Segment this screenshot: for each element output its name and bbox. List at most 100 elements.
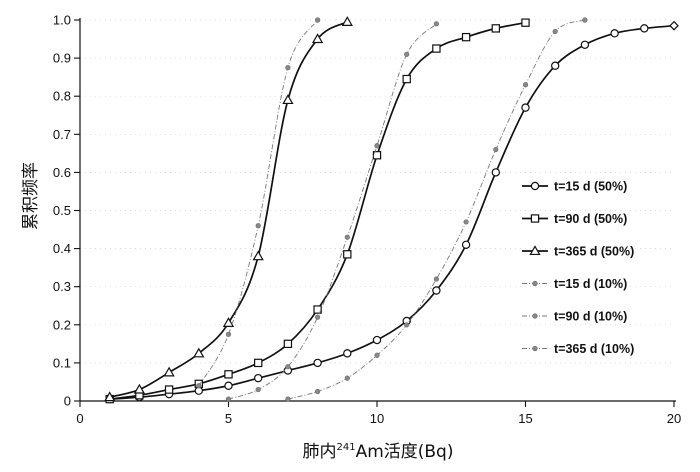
data-point bbox=[313, 358, 322, 368]
data-point bbox=[224, 381, 233, 390]
data-point bbox=[491, 24, 501, 33]
data-point bbox=[374, 143, 380, 149]
series-1 bbox=[105, 20, 679, 404]
x-tick-label: 0 bbox=[76, 411, 83, 426]
series-line bbox=[109, 21, 348, 399]
series-line bbox=[228, 23, 437, 400]
data-point bbox=[463, 219, 469, 225]
data-point bbox=[433, 276, 440, 282]
legend-label: t=365 d (50%) bbox=[554, 245, 634, 259]
y-tick-label: 0.8 bbox=[53, 89, 71, 104]
data-point bbox=[582, 17, 588, 23]
grid bbox=[80, 19, 674, 364]
data-point bbox=[104, 391, 116, 402]
data-point bbox=[372, 335, 382, 345]
data-point bbox=[522, 82, 529, 88]
data-point bbox=[164, 385, 174, 394]
data-point bbox=[610, 29, 619, 38]
x-axis-label-prefix: 肺内 bbox=[302, 442, 336, 462]
y-tick-label: 1.0 bbox=[53, 13, 71, 28]
data-point bbox=[374, 352, 380, 358]
data-point bbox=[255, 386, 261, 393]
data-point bbox=[344, 375, 350, 381]
data-point bbox=[461, 240, 471, 249]
y-tick-label: 0 bbox=[64, 394, 71, 409]
x-axis-label-superscript: 241 bbox=[336, 442, 355, 453]
data-point bbox=[254, 373, 263, 383]
legend-entry-1: t=15 d (50%) bbox=[522, 180, 627, 194]
y-tick-label: 0.5 bbox=[53, 203, 71, 218]
data-point bbox=[285, 65, 291, 71]
data-point bbox=[404, 51, 410, 57]
series-3 bbox=[104, 16, 353, 402]
data-point bbox=[432, 286, 441, 295]
data-point bbox=[315, 17, 321, 23]
data-point bbox=[521, 103, 530, 112]
legend-marker bbox=[529, 245, 541, 256]
data-point bbox=[461, 32, 471, 42]
x-axis-label: 肺内241Am活度(Bq) bbox=[302, 442, 453, 462]
data-point bbox=[552, 28, 558, 35]
data-point bbox=[402, 74, 411, 84]
x-tick-label: 15 bbox=[518, 411, 532, 426]
legend-entry-5: t=90 d (10%) bbox=[522, 310, 627, 324]
y-tick-label: 0.6 bbox=[53, 165, 71, 180]
data-point bbox=[669, 20, 679, 31]
series-line bbox=[287, 19, 586, 400]
data-point bbox=[521, 18, 530, 27]
data-point bbox=[372, 151, 382, 160]
data-point bbox=[285, 364, 291, 370]
data-point bbox=[225, 331, 232, 337]
y-tick-label: 0.9 bbox=[53, 51, 71, 66]
y-tick-label: 0.2 bbox=[53, 317, 71, 332]
data-point bbox=[163, 366, 175, 377]
legend-label: t=15 d (50%) bbox=[554, 180, 627, 194]
series-2 bbox=[105, 18, 530, 404]
legend-marker bbox=[532, 345, 538, 352]
data-point bbox=[580, 40, 590, 49]
data-point bbox=[225, 396, 232, 402]
y-axis-label: 累积频率 bbox=[21, 162, 41, 230]
legend-entry-4: t=15 d (10%) bbox=[522, 277, 627, 291]
data-point bbox=[315, 314, 321, 320]
data-point bbox=[193, 347, 205, 358]
data-point bbox=[493, 146, 499, 153]
series-layer bbox=[104, 16, 679, 404]
legend-marker bbox=[532, 280, 538, 287]
data-point bbox=[432, 44, 441, 53]
legend-marker bbox=[530, 181, 540, 191]
data-point bbox=[222, 317, 235, 327]
legend-marker bbox=[530, 214, 540, 223]
data-point bbox=[282, 94, 294, 105]
y-tick-label: 0.7 bbox=[53, 127, 71, 142]
legend: t=15 d (50%) t=90 d (50%) t=365 d (50%) t=1… bbox=[522, 180, 634, 356]
data-point bbox=[343, 250, 352, 259]
data-point bbox=[640, 24, 649, 33]
legend-label: t=90 d (10%) bbox=[554, 310, 627, 324]
legend-marker bbox=[532, 313, 538, 319]
data-point bbox=[341, 16, 353, 26]
data-point bbox=[433, 21, 440, 27]
data-point bbox=[224, 370, 233, 379]
data-point bbox=[255, 223, 261, 229]
legend-label: t=15 d (10%) bbox=[554, 277, 627, 291]
y-tick-label: 0.1 bbox=[53, 355, 71, 370]
x-tick-label: 20 bbox=[667, 411, 681, 426]
data-point bbox=[283, 339, 293, 349]
data-point bbox=[404, 322, 410, 328]
data-point bbox=[196, 383, 202, 389]
x-axis-label-suffix: Am活度(Bq) bbox=[356, 442, 454, 462]
legend-entry-3: t=365 d (50%) bbox=[522, 245, 634, 259]
x-tick-label: 5 bbox=[225, 411, 232, 426]
legend-entry-6: t=365 d (10%) bbox=[522, 342, 634, 356]
legend-label: t=365 d (10%) bbox=[554, 342, 634, 356]
legend-label: t=90 d (50%) bbox=[554, 212, 627, 226]
y-tick-label: 0.3 bbox=[53, 279, 71, 294]
series-5 bbox=[225, 21, 440, 402]
data-point bbox=[313, 305, 322, 314]
series-line bbox=[198, 19, 318, 386]
data-point bbox=[311, 33, 324, 44]
axes: 0 0.1 0.2 0.3 0.4 0.5 0.6 0.7 0.8 0.9 1.0 0 5 10 15 20 bbox=[53, 13, 681, 427]
data-point bbox=[254, 358, 263, 368]
